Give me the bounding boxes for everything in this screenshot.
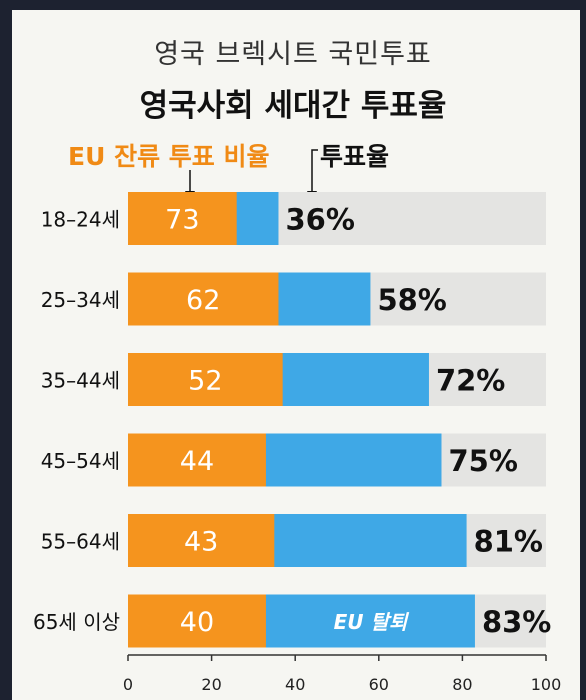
legend-turnout-pointer xyxy=(311,149,318,197)
x-tick-label: 40 xyxy=(285,675,305,694)
x-tick-label: 20 xyxy=(201,675,221,694)
remain-value-label: 43 xyxy=(184,527,218,558)
category-label: 25–34세 xyxy=(41,288,120,312)
remain-bar xyxy=(128,514,275,567)
remain-value-label: 62 xyxy=(186,285,220,316)
remain-bar xyxy=(128,594,266,648)
x-tick-label: 80 xyxy=(452,675,472,694)
remain-bar xyxy=(128,192,237,245)
category-label: 55–64세 xyxy=(41,530,120,554)
category-label: 65세 이상 xyxy=(33,610,120,634)
x-tick-label: 100 xyxy=(531,675,562,694)
remain-bar xyxy=(128,353,283,406)
remain-value-label: 52 xyxy=(188,366,222,397)
remain-value-label: 73 xyxy=(165,205,199,236)
remain-value-label: 40 xyxy=(180,607,214,638)
category-label: 45–54세 xyxy=(41,449,120,473)
x-tick-label: 60 xyxy=(369,675,389,694)
category-label: 18–24세 xyxy=(41,208,120,232)
legend-turnout-label: 투표율 xyxy=(320,142,390,171)
x-tick-label: 0 xyxy=(123,675,133,694)
remain-value-label: 44 xyxy=(180,446,214,477)
turnout-value-label: 72% xyxy=(436,364,505,398)
legend-remain-label: EU 잔류 투표 비율 xyxy=(68,142,270,171)
leave-annotation: EU 탈퇴 xyxy=(334,610,410,634)
turnout-value-label: 75% xyxy=(449,444,518,478)
turnout-value-label: 36% xyxy=(285,203,354,237)
turnout-value-label: 58% xyxy=(377,283,446,317)
remain-bar xyxy=(128,433,266,487)
remain-bar xyxy=(128,272,279,326)
turnout-value-label: 81% xyxy=(474,525,543,559)
chart-subtitle: 영국사회 세대간 투표율 xyxy=(139,88,447,124)
chart-title: 영국 브렉시트 국민투표 xyxy=(154,39,432,70)
category-label: 35–44세 xyxy=(41,369,120,393)
turnout-value-label: 83% xyxy=(482,605,551,639)
